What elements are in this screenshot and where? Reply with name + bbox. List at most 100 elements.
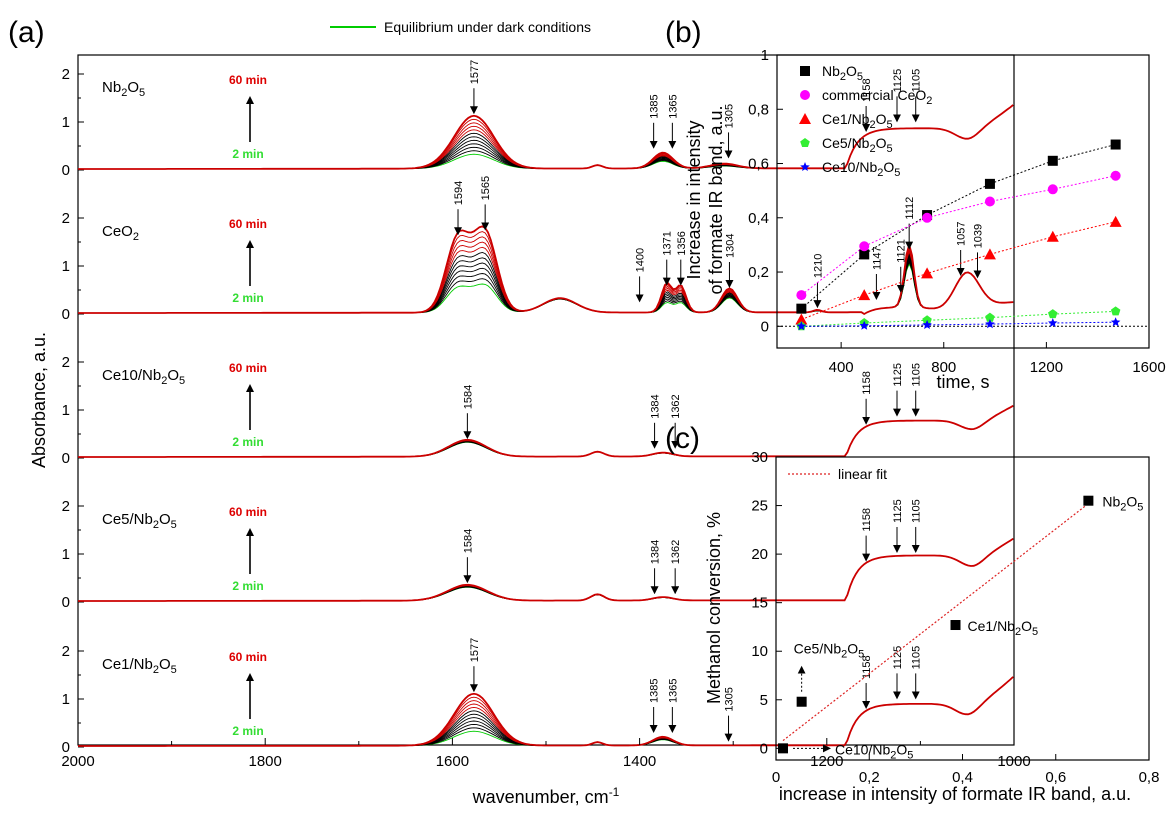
point-circle xyxy=(796,290,807,301)
formula-sub: 5 xyxy=(907,749,913,761)
formula-part: O xyxy=(159,656,171,673)
annotation-label: 1158 xyxy=(861,655,873,679)
annotation-label: 1577 xyxy=(469,638,481,662)
spectrum-curve xyxy=(78,405,1014,458)
formula-part: Ce10/Nb xyxy=(102,367,161,384)
spectrum-curve xyxy=(78,676,1014,747)
x-tick-label: 0,2 xyxy=(859,769,880,786)
point-triangle xyxy=(858,289,871,301)
legend-entry: Ce10/Nb2O5 xyxy=(822,159,900,179)
y-tick-label: 2 xyxy=(62,66,70,83)
y-tick-label: 0,2 xyxy=(748,264,769,281)
point-triangle xyxy=(983,248,996,260)
formula-part: Ce10/Nb xyxy=(822,159,877,175)
x-tick-label: 1400 xyxy=(623,753,656,770)
x-tick-label: 0,4 xyxy=(952,769,973,786)
formula-part: Ce10/Nb xyxy=(835,741,890,757)
y-tick-label: 1 xyxy=(62,114,70,131)
x-tick-label: 1800 xyxy=(249,753,282,770)
y-tick-label: 20 xyxy=(751,546,768,563)
spectrum-curve xyxy=(78,538,1014,602)
x-tick-label: 0 xyxy=(772,769,780,786)
series-fit-2 xyxy=(801,221,1116,320)
annotation-label: 1365 xyxy=(667,94,679,118)
panel-c-legend-label: linear fit xyxy=(838,466,887,482)
x-tick-label: 1200 xyxy=(1030,359,1063,376)
y-tick-label: 0 xyxy=(62,594,70,611)
point-star xyxy=(1048,318,1058,328)
annotation-label: 1158 xyxy=(861,78,873,102)
annotation-label: 1125 xyxy=(892,363,904,387)
sample-label: Ce5/Nb2O5 xyxy=(102,511,177,531)
y-tick-label: 15 xyxy=(751,595,768,612)
annotation-label: 1039 xyxy=(972,224,984,248)
annotation-label: 1384 xyxy=(650,540,662,564)
point-square xyxy=(796,303,807,314)
formula-sub: 2 xyxy=(1120,502,1126,514)
spectrum-curve xyxy=(78,405,1014,458)
point-square xyxy=(800,66,810,76)
point-pentagon xyxy=(800,138,810,147)
formula-part: O xyxy=(847,641,858,657)
annotation-label: 1125 xyxy=(892,646,904,670)
spectrum-curve xyxy=(78,405,1014,458)
formula-sub: 2 xyxy=(153,664,159,676)
time-label-min: 2 min xyxy=(232,724,263,738)
point-star xyxy=(800,162,810,171)
spectrum-curve xyxy=(78,676,1014,747)
sample-label: Ce10/Nb2O5 xyxy=(102,367,185,387)
x-tick-label: 400 xyxy=(829,359,854,376)
point-triangle xyxy=(1109,215,1122,227)
formula-sub: 5 xyxy=(857,71,863,83)
panel-a-x-axis-title: wavenumber, cm-1 xyxy=(472,785,620,807)
annotation-label: 1105 xyxy=(911,363,923,387)
formula-sub: 5 xyxy=(894,167,900,179)
time-label-max: 60 min xyxy=(229,650,267,664)
formula-sub: 2 xyxy=(1015,626,1021,638)
spectrum-curve xyxy=(78,231,1014,315)
point-pentagon xyxy=(1110,306,1121,316)
y-tick-label: 0,4 xyxy=(748,210,769,227)
panel-b-x-axis-title: time, s xyxy=(936,372,989,392)
time-label-max: 60 min xyxy=(229,73,267,87)
point-circle xyxy=(922,212,933,223)
time-label-min: 2 min xyxy=(232,579,263,593)
point-circle xyxy=(1047,184,1058,195)
annotation-label: 1565 xyxy=(480,176,492,200)
y-tick-label: 0 xyxy=(760,740,768,757)
formula-sub: 5 xyxy=(171,519,177,531)
annotation-label: 1121 xyxy=(896,239,908,263)
y-tick-label: 1 xyxy=(62,691,70,708)
panel-a-spectra: (a) Equilibrium under dark conditions 0 1… xyxy=(8,16,1031,807)
formula-sub: 2 xyxy=(877,167,883,179)
spectrum-curve xyxy=(78,676,1014,747)
x-tick-label: 0,8 xyxy=(1139,769,1160,786)
x-tick-label: 2000 xyxy=(61,753,94,770)
annotation-label: 1365 xyxy=(667,679,679,703)
formula-sub: 2 xyxy=(926,95,932,107)
annotation-label: 1305 xyxy=(724,687,736,711)
formula-sub: 2 xyxy=(161,375,167,387)
point-star xyxy=(1110,317,1121,327)
formula-sub: 2 xyxy=(869,119,875,131)
annotation-label: 1112 xyxy=(904,197,916,220)
series-fit-3 xyxy=(801,310,1116,327)
y-tick-label: 25 xyxy=(751,498,768,515)
spectrum-curve xyxy=(78,538,1014,602)
spectrum-curve xyxy=(78,538,1014,602)
panel-b-frame xyxy=(776,54,1150,349)
sample-label: CeO2 xyxy=(102,223,139,243)
point-triangle xyxy=(1046,230,1059,242)
series-fit-4 xyxy=(801,321,1116,327)
annotation-label: 1304 xyxy=(724,234,736,258)
annotation-label: 1356 xyxy=(676,231,688,255)
formula-sub: 5 xyxy=(171,664,177,676)
time-label-max: 60 min xyxy=(229,217,267,231)
panel-c-letter: (c) xyxy=(665,422,700,455)
annotation-label: 1158 xyxy=(861,508,873,532)
time-label-min: 2 min xyxy=(232,291,263,305)
